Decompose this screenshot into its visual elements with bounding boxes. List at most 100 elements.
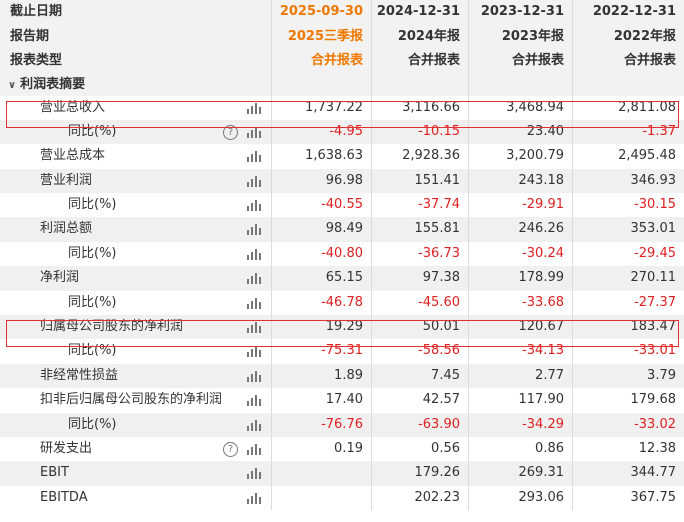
header-label: 报告期 <box>0 24 272 49</box>
bar-chart-icon[interactable] <box>247 468 261 480</box>
value-cell: 2,928.36 <box>372 144 469 169</box>
bar-chart-icon[interactable] <box>247 297 261 309</box>
value-cell: 346.93 <box>630 172 677 188</box>
header-cell: 合并报表 <box>272 49 372 74</box>
row-label: 同比(%) <box>68 197 117 213</box>
income-statement-table: 截止日期 2025-09-30 2024-12-31 2023-12-31 2022-1… <box>0 0 684 511</box>
table-row: 同比(%) -46.78 -45.60 -33.68 -27.37 <box>0 290 684 316</box>
row-label: 非经常性损益 <box>40 367 119 383</box>
value-cell: -30.24 <box>469 241 573 267</box>
row-label-cell: 研发支出? <box>0 436 272 462</box>
value-cell: 151.41 <box>372 168 469 194</box>
table-row: 营业利润 96.98 151.41 243.18 346.93 <box>0 168 684 194</box>
table-row: 营业总收入 1,737.22 3,116.66 3,468.94 2,811.08 <box>0 95 684 120</box>
table-row: 营业总成本 1,638.63 2,928.36 3,200.79 2,495.48 <box>0 144 684 169</box>
value-cell: 3,116.66 <box>372 95 469 120</box>
bar-chart-icon[interactable] <box>247 126 261 138</box>
value-cell: 50.01 <box>372 315 469 340</box>
value-cell: 2,811.08 <box>618 99 676 115</box>
value-cell: 3.79 <box>647 367 676 383</box>
bar-chart-icon[interactable] <box>247 248 261 260</box>
value-cell: 120.67 <box>469 315 573 340</box>
value-cell: 98.49 <box>272 217 372 242</box>
value-cell: -40.80 <box>272 241 372 267</box>
value-cell: 1.89 <box>272 363 372 389</box>
value-cell: 17.40 <box>272 388 372 413</box>
bar-chart-icon[interactable] <box>247 200 261 212</box>
row-label-cell: 同比(%) <box>0 412 272 437</box>
value-cell: 269.31 <box>469 461 573 486</box>
bar-chart-icon[interactable] <box>247 443 261 455</box>
table-row: 非经常性损益 1.89 7.45 2.77 3.79 <box>0 363 684 389</box>
header-cell: 2023-12-31 <box>469 0 573 25</box>
value-cell: -45.60 <box>372 290 469 316</box>
value-cell: -27.37 <box>634 294 676 310</box>
value-cell: 97.38 <box>372 266 469 291</box>
row-label-cell: 扣非后归属母公司股东的净利润 <box>0 388 272 413</box>
table-row: 同比(%) -75.31 -58.56 -34.13 -33.01 <box>0 339 684 364</box>
value-cell: -75.31 <box>272 339 372 364</box>
bar-chart-icon[interactable] <box>247 346 261 358</box>
value-cell: 2,495.48 <box>618 148 676 164</box>
bar-chart-icon[interactable] <box>247 395 261 407</box>
row-label: 归属母公司股东的净利润 <box>40 319 184 335</box>
row-label-cell: 归属母公司股东的净利润 <box>0 315 272 340</box>
value-cell: 12.38 <box>638 440 676 456</box>
header-cell: 2025-09-30 <box>272 0 372 25</box>
bar-chart-icon[interactable] <box>247 322 261 334</box>
value-cell: 293.06 <box>469 485 573 511</box>
value-cell: -30.15 <box>634 197 676 213</box>
table-row: 利润总额 98.49 155.81 246.26 353.01 <box>0 217 684 242</box>
chevron-down-icon[interactable]: ∨ <box>8 79 17 91</box>
bar-chart-icon[interactable] <box>247 175 261 187</box>
header-cell: 合并报表 <box>372 49 469 74</box>
value-cell: 117.90 <box>469 388 573 413</box>
row-label-cell: 营业总成本 <box>0 144 272 169</box>
bar-chart-icon[interactable] <box>247 224 261 236</box>
section-row[interactable]: ∨ 利润表摘要 <box>0 73 684 96</box>
value-cell: 3,468.94 <box>469 95 573 120</box>
value-cell: 183.47 <box>630 319 677 335</box>
header-row: 截止日期 2025-09-30 2024-12-31 2023-12-31 2022-1… <box>0 0 684 25</box>
help-icon[interactable]: ? <box>223 441 238 457</box>
value-cell: -76.76 <box>272 412 372 437</box>
bar-chart-icon[interactable] <box>247 419 261 431</box>
value-cell: -37.74 <box>372 193 469 218</box>
bar-chart-icon[interactable] <box>247 151 261 163</box>
header-label: 截止日期 <box>0 0 272 25</box>
value-cell: -36.73 <box>372 241 469 267</box>
value-cell: 0.19 <box>272 436 372 462</box>
value-cell: -33.02 <box>634 416 676 432</box>
value-cell: 1,638.63 <box>272 144 372 169</box>
bar-chart-icon[interactable] <box>247 273 261 285</box>
row-label-cell: 营业总收入 <box>0 95 272 120</box>
section-cell <box>372 73 469 96</box>
value-cell: 178.99 <box>469 266 573 291</box>
help-icon[interactable]: ? <box>223 124 238 140</box>
row-label: EBIT <box>40 465 69 481</box>
value-cell: -1.37 <box>642 123 676 139</box>
section-title[interactable]: ∨ 利润表摘要 <box>0 73 272 96</box>
header-cell: 2022-12-31 <box>592 4 676 19</box>
bar-chart-icon[interactable] <box>247 102 261 114</box>
value-cell: -33.68 <box>469 290 573 316</box>
header-cell: 2024年报 <box>372 24 469 49</box>
table-row: 净利润 65.15 97.38 178.99 270.11 <box>0 266 684 291</box>
header-cell: 合并报表 <box>623 53 676 68</box>
table-row: 归属母公司股东的净利润 19.29 50.01 120.67 183.47 <box>0 315 684 340</box>
value-cell: -34.13 <box>469 339 573 364</box>
row-label: 营业总成本 <box>40 148 106 164</box>
row-label: 同比(%) <box>68 343 117 359</box>
header-row: 报告期 2025三季报 2024年报 2023年报 2022年报 <box>0 24 684 49</box>
value-cell: 19.29 <box>272 315 372 340</box>
value-cell: 202.23 <box>372 485 469 511</box>
row-label-cell: EBIT <box>0 461 272 486</box>
bar-chart-icon[interactable] <box>247 370 261 382</box>
value-cell: -29.91 <box>469 193 573 218</box>
row-label: 同比(%) <box>68 245 117 261</box>
value-cell: -40.55 <box>272 193 372 218</box>
value-cell: 179.26 <box>372 461 469 486</box>
value-cell: 344.77 <box>630 465 677 481</box>
bar-chart-icon[interactable] <box>247 492 261 504</box>
value-cell: 270.11 <box>630 270 677 286</box>
